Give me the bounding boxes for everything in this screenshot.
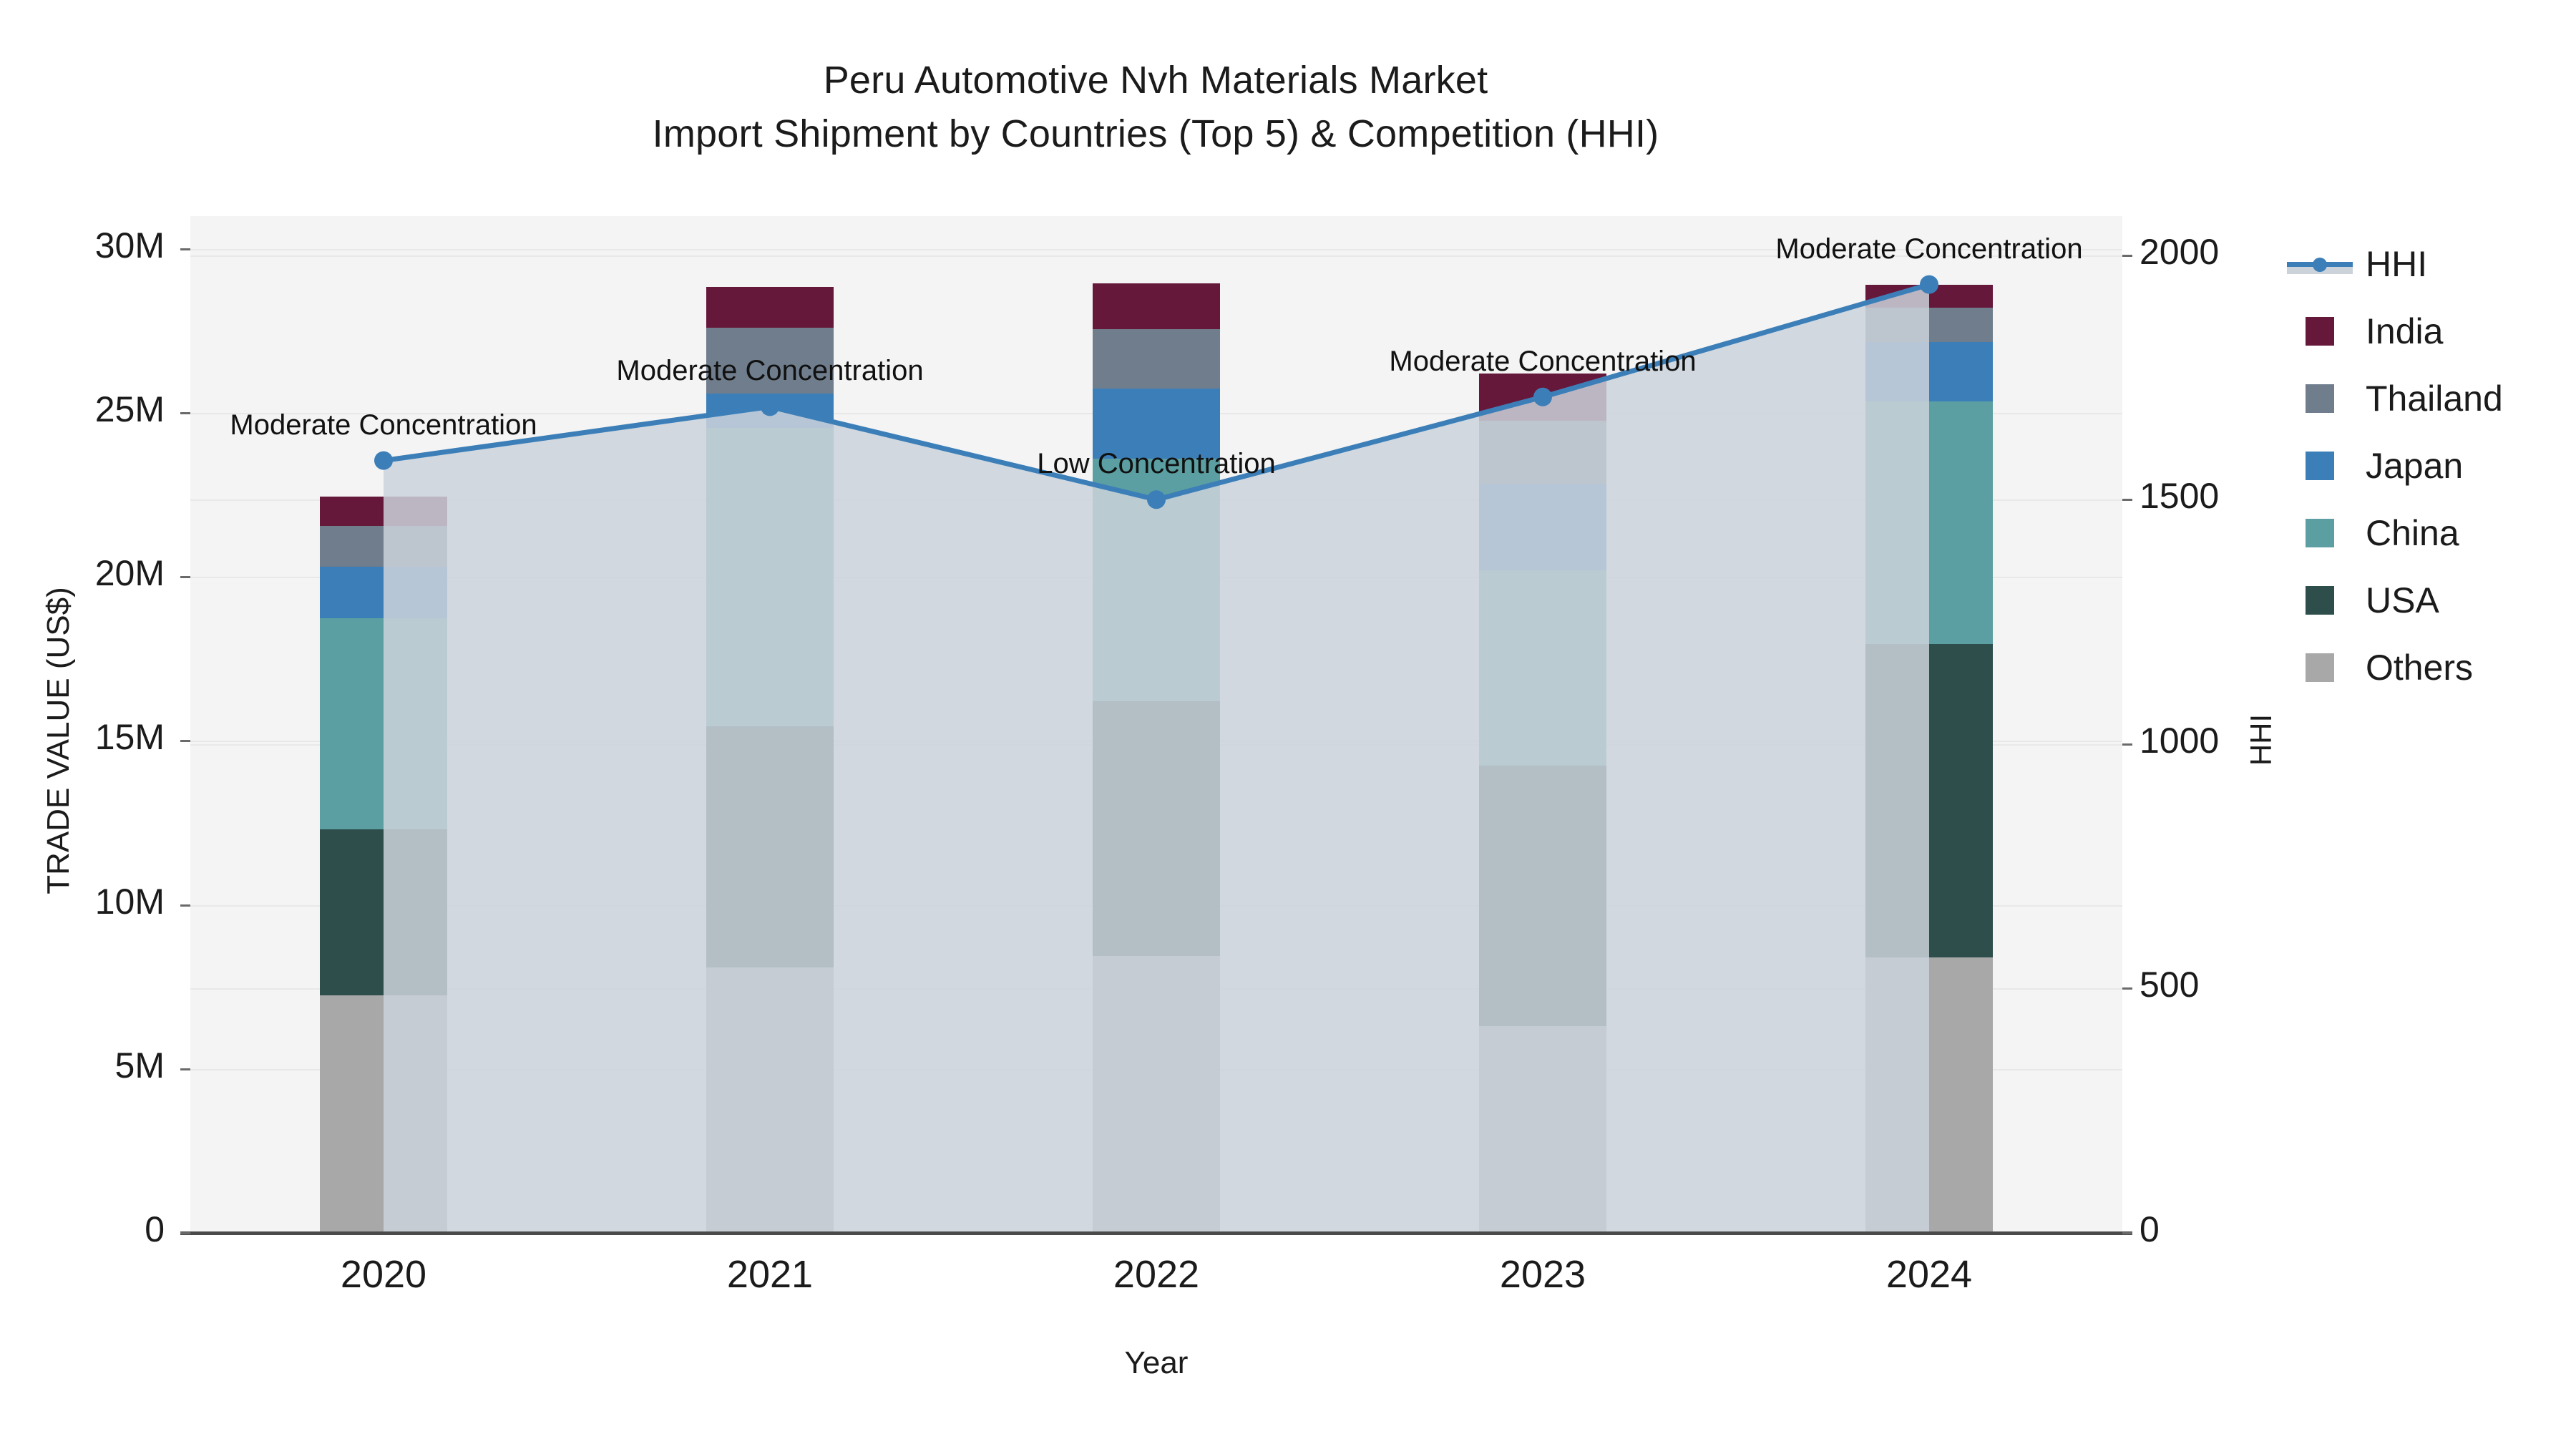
y-tick-mark-right (2122, 987, 2132, 990)
bar-segment-japan[interactable] (706, 393, 834, 428)
x-axis-label: Year (1124, 1345, 1189, 1380)
bar-segment-china[interactable] (1092, 459, 1221, 702)
bar-segment-china[interactable] (319, 618, 448, 830)
hhi-annotation-2021: Moderate Concentration (616, 355, 924, 387)
bar-segment-india[interactable] (319, 496, 448, 527)
chart-title: Peru Automotive Nvh Materials Market (823, 59, 1488, 102)
hhi-annotation-2020: Moderate Concentration (230, 409, 537, 441)
x-tick-label-2023: 2023 (1499, 1253, 1586, 1296)
legend-label: China (2366, 513, 2459, 553)
bar-segment-japan[interactable] (1478, 483, 1607, 571)
legend-item-hhi[interactable]: HHI (2287, 230, 2573, 298)
bar-segment-japan[interactable] (1865, 342, 1994, 401)
bar-group-2024[interactable] (1865, 216, 1994, 1233)
y-tick-mark-left (180, 740, 190, 743)
legend-item-thailand[interactable]: Thailand (2287, 365, 2573, 432)
bar-segment-others[interactable] (1865, 957, 1994, 1233)
bar-segment-thailand[interactable] (319, 526, 448, 567)
y-tick-label-left: 0 (145, 1209, 165, 1249)
gridline-secondary (190, 255, 2122, 257)
x-tick-label-2024: 2024 (1885, 1253, 1973, 1296)
legend-item-usa[interactable]: USA (2287, 567, 2573, 634)
bar-segment-india[interactable] (1092, 283, 1221, 330)
y-tick-mark-right (2122, 254, 2132, 257)
bar-group-2020[interactable] (319, 216, 448, 1233)
bar-segment-others[interactable] (706, 967, 834, 1233)
y-tick-label-right: 1500 (2140, 476, 2220, 517)
legend-label: Japan (2366, 446, 2464, 486)
gridline (190, 248, 2122, 250)
hhi-annotation-2023: Moderate Concentration (1389, 345, 1697, 377)
legend-item-others[interactable]: Others (2287, 634, 2573, 701)
y-axis-right-spine (2122, 216, 2124, 1235)
legend-label: Thailand (2366, 379, 2503, 419)
bar-segment-others[interactable] (319, 995, 448, 1233)
legend-swatch-icon (2306, 452, 2334, 480)
y-tick-label-left: 10M (94, 881, 165, 922)
y-tick-mark-left (180, 576, 190, 579)
bar-segment-india[interactable] (1478, 374, 1607, 421)
y-tick-mark-right (2122, 743, 2132, 746)
y-tick-label-left: 20M (94, 553, 165, 594)
legend-line-icon (2287, 250, 2353, 278)
x-tick-label-2020: 2020 (340, 1253, 427, 1296)
bar-segment-usa[interactable] (1478, 765, 1607, 1027)
legend-swatch-icon (2306, 519, 2334, 547)
y-tick-mark-left (180, 1232, 190, 1234)
legend-swatch-icon (2306, 384, 2334, 413)
y-tick-label-right: 1000 (2140, 720, 2220, 761)
legend-item-india[interactable]: India (2287, 298, 2573, 365)
chart-subtitle: Import Shipment by Countries (Top 5) & C… (652, 112, 1659, 155)
y-axis-left-label: TRADE VALUE (US$) (41, 587, 76, 894)
legend-swatch-icon (2306, 653, 2334, 682)
legend-label: HHI (2366, 244, 2428, 284)
chart-title-block: Peru Automotive Nvh Materials Market Imp… (0, 54, 2311, 160)
legend-swatch-icon (2306, 586, 2334, 615)
y-tick-label-left: 25M (94, 389, 165, 430)
bar-segment-thailand[interactable] (1478, 421, 1607, 484)
x-tick-label-2022: 2022 (1113, 1253, 1200, 1296)
legend-label: Others (2366, 648, 2474, 688)
bar-segment-japan[interactable] (319, 567, 448, 618)
y-tick-mark-right (2122, 499, 2132, 502)
y-tick-mark-right (2122, 1232, 2132, 1234)
bar-segment-usa[interactable] (1092, 701, 1221, 956)
legend-swatch-icon (2306, 317, 2334, 346)
bar-segment-usa[interactable] (319, 829, 448, 995)
y-tick-label-right: 2000 (2140, 231, 2220, 272)
y-axis-right-label: HHI (2244, 713, 2278, 766)
bar-segment-others[interactable] (1478, 1026, 1607, 1233)
bar-segment-india[interactable] (706, 286, 834, 328)
bar-segment-others[interactable] (1092, 955, 1221, 1233)
legend-label: USA (2366, 580, 2439, 620)
bar-segment-usa[interactable] (1865, 644, 1994, 957)
x-axis-spine (180, 1231, 2132, 1235)
bar-segment-usa[interactable] (706, 726, 834, 967)
y-tick-mark-left (180, 904, 190, 907)
bar-segment-thailand[interactable] (1092, 329, 1221, 389)
y-tick-label-left: 5M (114, 1045, 165, 1085)
hhi-annotation-2022: Low Concentration (1037, 448, 1276, 480)
legend-item-china[interactable]: China (2287, 499, 2573, 567)
hhi-annotation-2024: Moderate Concentration (1775, 233, 2083, 265)
y-tick-mark-left (180, 412, 190, 415)
y-tick-label-right: 0 (2140, 1209, 2160, 1249)
y-tick-mark-left (180, 248, 190, 250)
y-tick-label-right: 500 (2140, 965, 2200, 1005)
chart-legend: HHI India Thailand Japan China USA Others (2287, 230, 2573, 701)
bar-segment-india[interactable] (1865, 285, 1994, 308)
y-tick-mark-left (180, 1068, 190, 1070)
legend-item-japan[interactable]: Japan (2287, 432, 2573, 499)
x-tick-label-2021: 2021 (726, 1253, 814, 1296)
bar-segment-china[interactable] (1478, 570, 1607, 766)
y-tick-label-left: 15M (94, 717, 165, 758)
bar-segment-china[interactable] (706, 427, 834, 726)
plot-area (190, 216, 2122, 1233)
bar-segment-china[interactable] (1865, 401, 1994, 645)
legend-label: India (2366, 311, 2444, 351)
y-tick-label-left: 30M (94, 225, 165, 265)
bar-segment-thailand[interactable] (1865, 308, 1994, 343)
bar-group-2022[interactable] (1092, 216, 1221, 1233)
